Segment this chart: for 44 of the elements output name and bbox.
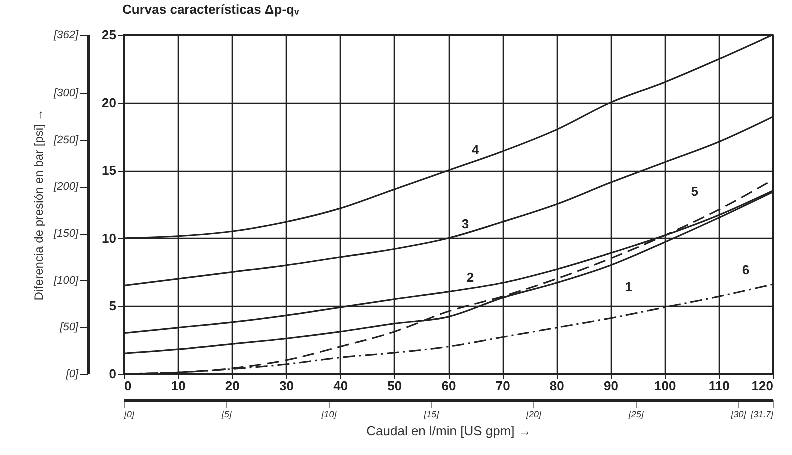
x-axis-title: Caudal en l/min [US gpm] →	[366, 424, 532, 438]
y2-tick-label: [250]	[53, 134, 80, 146]
y-tick-label: 20	[102, 95, 116, 110]
x-tick-label: 30	[280, 378, 294, 394]
chart-title: Curvas características Δp-qᵥ	[122, 2, 300, 17]
y2-tick-label: [300]	[53, 88, 80, 100]
x-tick-label: 60	[442, 378, 456, 394]
x-tick-label: 0	[124, 378, 132, 394]
x-tick-label: 110	[708, 378, 730, 394]
series-label: 5	[691, 184, 699, 199]
x-tick-label: 10	[171, 378, 186, 394]
x2-tick-label: [25]	[628, 410, 644, 420]
y-tick-label: 5	[109, 298, 116, 314]
x-tick-label: 70	[496, 378, 510, 394]
x-tick-label: 50	[388, 378, 402, 394]
x-tick-label: 120	[752, 378, 774, 394]
x2-tick-label: [31.7]	[750, 410, 774, 420]
series-label: 3	[462, 216, 470, 232]
x-tick-label: 20	[225, 378, 240, 394]
x2-tick-label: [30]	[730, 410, 747, 420]
y2-tick-label: [150]	[53, 228, 80, 240]
y2-tick-label: [50]	[59, 322, 80, 334]
x2-tick-label: [0]	[124, 410, 136, 420]
y2-tick-label: [100]	[53, 274, 80, 287]
x2-tick-label: [10]	[320, 410, 338, 420]
series-label: 6	[742, 262, 750, 278]
x2-tick-label: [20]	[525, 410, 542, 420]
x-tick-label: 40	[334, 378, 348, 394]
y-tick-label: 15	[102, 163, 116, 178]
y-tick-label: 0	[109, 366, 116, 382]
x-tick-label: 100	[654, 378, 676, 394]
series-label: 2	[466, 270, 474, 285]
x2-tick-label: [15]	[423, 410, 440, 420]
y2-tick-label: [362]	[53, 30, 80, 42]
y-tick-label: 10	[102, 230, 116, 246]
y2-tick-label: [0]	[65, 368, 80, 380]
y-tick-label: 25	[102, 28, 116, 42]
series-label: 4	[472, 142, 480, 158]
x-tick-label: 80	[550, 378, 564, 394]
series-label: 1	[625, 280, 632, 295]
x2-tick-label: [5]	[220, 410, 232, 420]
y2-axis-title: Diferencia de presión en bar [psi] →	[32, 109, 46, 301]
x-tick-label: 90	[604, 378, 618, 394]
y2-tick-label: [200]	[53, 181, 80, 194]
